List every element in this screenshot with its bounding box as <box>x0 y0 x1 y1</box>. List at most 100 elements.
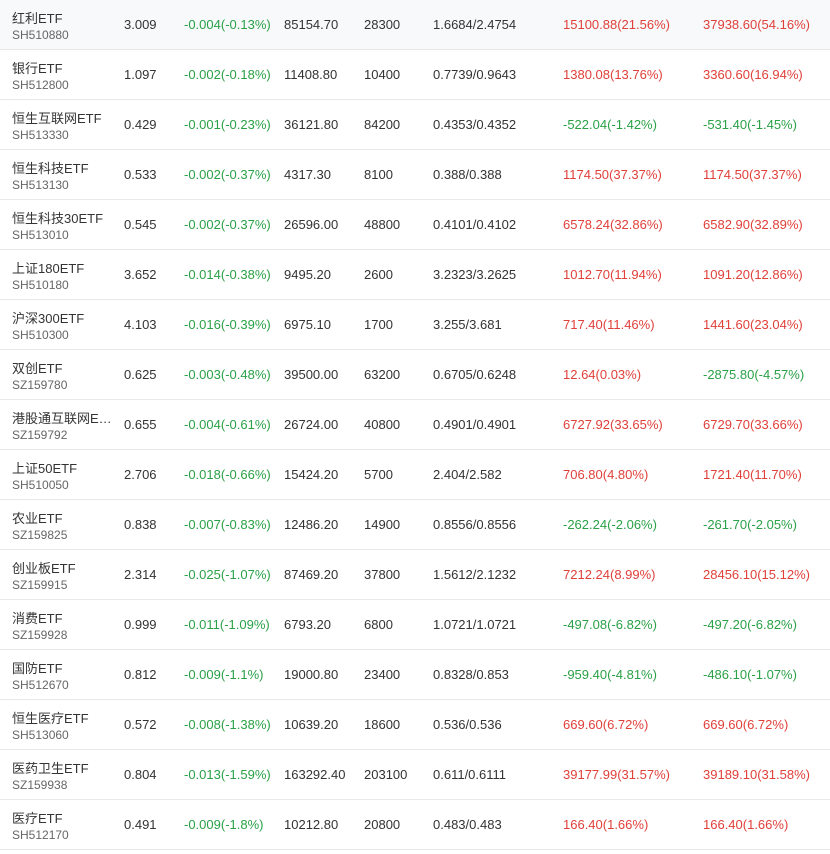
holding-quantity-cell: 48800 <box>364 217 401 232</box>
change-cell: -0.003(-0.48%) <box>184 367 271 382</box>
market-value-cell: 15424.20 <box>284 467 339 482</box>
fund-code: SZ159938 <box>12 778 68 792</box>
table-row[interactable]: 双创ETF SZ159780 0.625 -0.003(-0.48%) 3950… <box>0 350 830 400</box>
fund-name-cell[interactable]: 双创ETF SZ159780 <box>12 350 112 399</box>
price-cell: 4.103 <box>124 317 157 332</box>
fund-code: SZ159792 <box>12 428 68 442</box>
holding-quantity-cell: 28300 <box>364 17 401 32</box>
profit-loss-cell: 7212.24(8.99%) <box>563 567 656 582</box>
table-row[interactable]: 消费ETF SZ159928 0.999 -0.011(-1.09%) 6793… <box>0 600 830 650</box>
table-row[interactable]: 沪深300ETF SH510300 4.103 -0.016(-0.39%) 6… <box>0 300 830 350</box>
fund-name-cell[interactable]: 创业板ETF SZ159915 <box>12 550 112 599</box>
table-row[interactable]: 医疗ETF SH512170 0.491 -0.009(-1.8%) 10212… <box>0 800 830 850</box>
market-value-cell: 26724.00 <box>284 417 339 432</box>
total-profit-loss-cell: 6582.90(32.89%) <box>703 217 803 232</box>
table-row[interactable]: 创业板ETF SZ159915 2.314 -0.025(-1.07%) 874… <box>0 550 830 600</box>
holding-quantity-cell: 8100 <box>364 167 393 182</box>
fund-name[interactable]: 农业ETF <box>12 511 63 526</box>
change-cell: -0.009(-1.1%) <box>184 667 264 682</box>
fund-name[interactable]: 恒生医疗ETF <box>12 711 89 726</box>
fund-name[interactable]: 银行ETF <box>12 61 63 76</box>
fund-name-cell[interactable]: 农业ETF SZ159825 <box>12 500 112 549</box>
fund-name-cell[interactable]: 港股通互联网ETF SZ159792 <box>12 400 112 449</box>
fund-name-cell[interactable]: 恒生医疗ETF SH513060 <box>12 700 112 749</box>
table-row[interactable]: 恒生互联网ETF SH513330 0.429 -0.001(-0.23%) 3… <box>0 100 830 150</box>
table-row[interactable]: 恒生医疗ETF SH513060 0.572 -0.008(-1.38%) 10… <box>0 700 830 750</box>
fund-name-cell[interactable]: 银行ETF SH512800 <box>12 50 112 99</box>
fund-name[interactable]: 消费ETF <box>12 611 63 626</box>
fund-name[interactable]: 港股通互联网ETF <box>12 411 112 426</box>
price-cell: 0.838 <box>124 517 157 532</box>
profit-loss-cell: 706.80(4.80%) <box>563 467 649 482</box>
profit-loss-cell: 717.40(11.46%) <box>563 317 655 332</box>
profit-loss-cell: 1012.70(11.94%) <box>563 267 662 282</box>
fund-name-cell[interactable]: 恒生科技30ETF SH513010 <box>12 200 112 249</box>
table-row[interactable]: 国防ETF SH512670 0.812 -0.009(-1.1%) 19000… <box>0 650 830 700</box>
table-row[interactable]: 上证50ETF SH510050 2.706 -0.018(-0.66%) 15… <box>0 450 830 500</box>
cost-cell: 1.6684/2.4754 <box>433 17 517 32</box>
fund-name-cell[interactable]: 上证180ETF SH510180 <box>12 250 112 299</box>
fund-name[interactable]: 创业板ETF <box>12 561 76 576</box>
total-profit-loss-cell: 39189.10(31.58%) <box>703 767 810 782</box>
cost-cell: 3.2323/3.2625 <box>433 267 517 282</box>
fund-name[interactable]: 恒生互联网ETF <box>12 111 102 126</box>
market-value-cell: 10639.20 <box>284 717 339 732</box>
cost-cell: 0.536/0.536 <box>433 717 502 732</box>
cost-cell: 1.0721/1.0721 <box>433 617 517 632</box>
fund-code: SH513060 <box>12 728 69 742</box>
market-value-cell: 163292.40 <box>284 767 346 782</box>
price-cell: 0.804 <box>124 767 157 782</box>
fund-code: SZ159915 <box>12 578 68 592</box>
change-cell: -0.014(-0.38%) <box>184 267 271 282</box>
total-profit-loss-cell: 1174.50(37.37%) <box>703 167 802 182</box>
fund-name[interactable]: 红利ETF <box>12 11 63 26</box>
fund-name[interactable]: 恒生科技30ETF <box>12 211 104 226</box>
fund-name[interactable]: 恒生科技ETF <box>12 161 89 176</box>
table-row[interactable]: 医药卫生ETF SZ159938 0.804 -0.013(-1.59%) 16… <box>0 750 830 800</box>
fund-name[interactable]: 国防ETF <box>12 661 63 676</box>
change-cell: -0.025(-1.07%) <box>184 567 271 582</box>
table-row[interactable]: 红利ETF SH510880 3.009 -0.004(-0.13%) 8515… <box>0 0 830 50</box>
profit-loss-cell: -522.04(-1.42%) <box>563 117 657 132</box>
fund-name-cell[interactable]: 消费ETF SZ159928 <box>12 600 112 649</box>
profit-loss-cell: -959.40(-4.81%) <box>563 667 657 682</box>
fund-name[interactable]: 沪深300ETF <box>12 311 85 326</box>
fund-name-cell[interactable]: 恒生互联网ETF SH513330 <box>12 100 112 149</box>
profit-loss-cell: -262.24(-2.06%) <box>563 517 657 532</box>
fund-name-cell[interactable]: 红利ETF SH510880 <box>12 0 112 49</box>
fund-name-cell[interactable]: 国防ETF SH512670 <box>12 650 112 699</box>
profit-loss-cell: 12.64(0.03%) <box>563 367 642 382</box>
total-profit-loss-cell: -531.40(-1.45%) <box>703 117 797 132</box>
fund-name[interactable]: 上证180ETF <box>12 261 85 276</box>
table-row[interactable]: 农业ETF SZ159825 0.838 -0.007(-0.83%) 1248… <box>0 500 830 550</box>
fund-name[interactable]: 上证50ETF <box>12 461 78 476</box>
fund-name-cell[interactable]: 上证50ETF SH510050 <box>12 450 112 499</box>
total-profit-loss-cell: 1721.40(11.70%) <box>703 467 802 482</box>
change-cell: -0.002(-0.37%) <box>184 217 271 232</box>
fund-code: SH512170 <box>12 828 69 842</box>
profit-loss-cell: 6727.92(33.65%) <box>563 417 663 432</box>
market-value-cell: 10212.80 <box>284 817 339 832</box>
market-value-cell: 11408.80 <box>284 67 338 82</box>
fund-name[interactable]: 医药卫生ETF <box>12 761 89 776</box>
table-row[interactable]: 恒生科技ETF SH513130 0.533 -0.002(-0.37%) 43… <box>0 150 830 200</box>
change-cell: -0.001(-0.23%) <box>184 117 271 132</box>
fund-name-cell[interactable]: 沪深300ETF SH510300 <box>12 300 112 349</box>
table-row[interactable]: 恒生科技30ETF SH513010 0.545 -0.002(-0.37%) … <box>0 200 830 250</box>
change-cell: -0.011(-1.09%) <box>184 617 270 632</box>
fund-name-cell[interactable]: 医疗ETF SH512170 <box>12 800 112 849</box>
table-row[interactable]: 银行ETF SH512800 1.097 -0.002(-0.18%) 1140… <box>0 50 830 100</box>
price-cell: 2.314 <box>124 567 157 582</box>
price-cell: 0.999 <box>124 617 157 632</box>
table-row[interactable]: 上证180ETF SH510180 3.652 -0.014(-0.38%) 9… <box>0 250 830 300</box>
price-cell: 2.706 <box>124 467 157 482</box>
fund-name-cell[interactable]: 恒生科技ETF SH513130 <box>12 150 112 199</box>
market-value-cell: 87469.20 <box>284 567 339 582</box>
cost-cell: 0.6705/0.6248 <box>433 367 517 382</box>
fund-name[interactable]: 双创ETF <box>12 361 63 376</box>
fund-code: SH510880 <box>12 28 69 42</box>
fund-name[interactable]: 医疗ETF <box>12 811 63 826</box>
table-row[interactable]: 港股通互联网ETF SZ159792 0.655 -0.004(-0.61%) … <box>0 400 830 450</box>
cost-cell: 0.4901/0.4901 <box>433 417 517 432</box>
fund-name-cell[interactable]: 医药卫生ETF SZ159938 <box>12 750 112 799</box>
